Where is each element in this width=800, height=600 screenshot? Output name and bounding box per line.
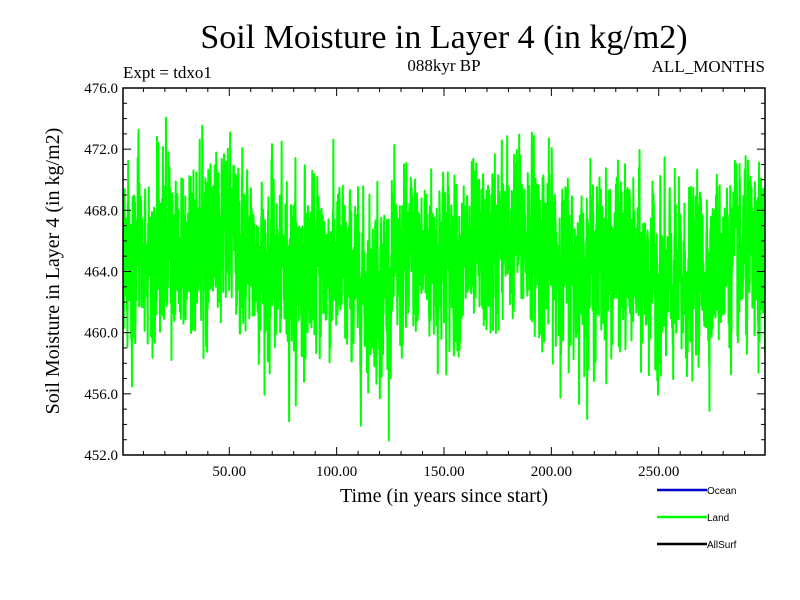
legend-label-land: Land xyxy=(707,513,729,524)
x-tick-label: 50.00 xyxy=(212,464,246,480)
legend-label-allsurf: AllSurf xyxy=(707,540,737,551)
series-line-land xyxy=(123,116,765,442)
legend-label-ocean: Ocean xyxy=(707,486,736,497)
x-tick-label: 100.00 xyxy=(316,464,357,480)
x-tick-label: 200.00 xyxy=(531,464,572,480)
y-axis-label: Soil Moisture in Layer 4 (in kg/m2) xyxy=(42,128,64,415)
chart-title: Soil Moisture in Layer 4 (in kg/m2) xyxy=(200,19,687,56)
y-tick-label: 476.0 xyxy=(84,81,118,97)
y-tick-label: 468.0 xyxy=(84,203,118,219)
chart-subtitle-center: 088kyr BP xyxy=(407,56,480,75)
x-axis-ticks: 50.00 100.00 150.00 200.00 250.00 xyxy=(142,88,746,480)
legend: Ocean Land AllSurf xyxy=(657,486,737,551)
y-tick-label: 460.0 xyxy=(84,326,118,342)
y-tick-label: 464.0 xyxy=(84,265,118,281)
x-tick-label: 250.00 xyxy=(638,464,679,480)
y-tick-label: 452.0 xyxy=(84,448,118,464)
y-tick-label: 456.0 xyxy=(84,387,118,403)
x-tick-label: 150.00 xyxy=(423,464,464,480)
y-tick-label: 472.0 xyxy=(84,142,118,158)
chart-subtitle-right: ALL_MONTHS xyxy=(652,57,765,76)
chart-subtitle-left: Expt = tdxo1 xyxy=(123,63,212,82)
x-axis-label: Time (in years since start) xyxy=(340,485,548,507)
y-axis-ticks: 452.0 456.0 460.0 464.0 468.0 472.0 476.0 xyxy=(84,81,765,464)
series-group xyxy=(123,116,765,442)
